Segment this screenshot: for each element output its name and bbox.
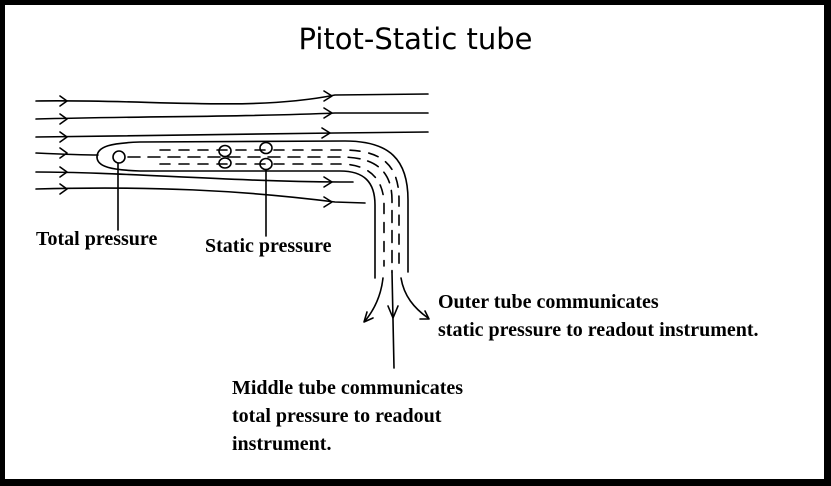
outer-tube-left-exit [364,277,384,322]
pressure-ports [112,141,273,171]
middle-tube-note-line1: Middle tube communicates [232,377,464,399]
arrowhead [59,113,68,125]
arrowhead [59,147,68,159]
streamlines [35,93,429,204]
middle-tube-exit [391,271,395,369]
flow-arrowheads [59,90,333,208]
arrowhead [59,183,68,195]
middle-tube-note-line2: total pressure to readout [232,405,442,427]
tube-inner-wall [96,156,376,279]
arrowhead [59,166,68,178]
arrowhead [59,131,68,143]
static-port [259,141,273,155]
streamline [35,112,429,120]
outer-tube-right-exit [400,277,429,319]
arrowhead [321,127,331,139]
outer-tube-right-arrowhead [419,310,430,320]
arrowhead [323,176,333,188]
pitot-tube [96,140,409,279]
streamline [35,93,429,105]
outer-tube-note-line2: static pressure to readout instrument. [438,319,759,341]
arrowhead [59,95,68,107]
total-pressure-port [112,150,126,164]
outer-tube-dashed-lower [159,163,385,267]
leader-lines [117,162,267,237]
exit-arrows [363,271,430,369]
diagram-title: Pitot-Static tube [298,22,533,56]
outer-tube-left-arrowhead [363,311,374,323]
static-port [218,157,232,169]
middle-tube-note-line3: instrument. [232,433,332,455]
middle-tube-dashed [127,156,393,273]
arrowhead [323,107,333,119]
total-pressure-label: Total pressure [36,228,158,250]
streamline [35,187,366,204]
streamline [35,152,99,156]
tube-outer-wall [96,140,409,273]
static-port [218,144,232,158]
streamline [35,131,429,138]
static-pressure-label: Static pressure [205,235,332,257]
outer-tube-dashed-upper [159,149,400,265]
arrowhead [323,196,333,208]
outer-tube-note-line1: Outer tube communicates [438,291,659,313]
diagram-canvas [5,5,824,479]
middle-tube-arrowhead [387,305,399,319]
arrowhead [323,90,333,102]
streamline [35,171,354,183]
